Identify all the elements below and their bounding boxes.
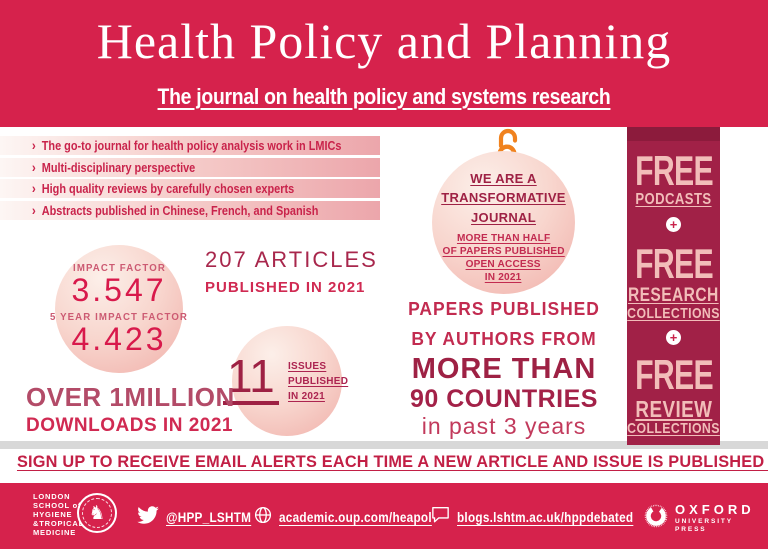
blog-item: blogs.lshtm.ac.uk/hppdebated xyxy=(431,506,660,528)
divider-gray-bar xyxy=(0,441,768,449)
unicorn-icon: ♞ xyxy=(88,502,106,524)
oup-logo: OXFORD UNIVERSITY PRESS xyxy=(644,503,768,534)
free-podcasts-label: PODCASTS xyxy=(635,190,712,208)
website-link[interactable]: academic.oup.com/heapol xyxy=(279,510,432,525)
plus-icon: + xyxy=(666,216,681,232)
lshtm-wordmark-line: &TROPICAL xyxy=(33,519,84,528)
transformative-journal-circle: WE ARE A TRANSFORMATIVE JOURNAL MORE THA… xyxy=(432,151,575,294)
twitter-handle-link[interactable]: @HPP_LSHTM xyxy=(166,510,252,525)
website-item: academic.oup.com/heapol xyxy=(254,506,455,529)
lshtm-emblem: ♞ xyxy=(77,493,117,533)
oup-wordmark-line: UNIVERSITY PRESS xyxy=(675,518,733,533)
oup-wordmark-line: OXFORD xyxy=(675,502,755,517)
issues-caption-line: IN 2021 xyxy=(287,389,325,402)
countries-line: PAPERS PUBLISHED xyxy=(408,299,600,319)
twitter-icon xyxy=(137,506,159,529)
issues-circle: 11 ISSUES PUBLISHED IN 2021 xyxy=(222,326,348,436)
issues-caption: ISSUES PUBLISHED IN 2021 xyxy=(288,359,351,404)
issues-count: 11 xyxy=(222,353,279,405)
free-label: FREE xyxy=(634,239,713,287)
journal-subtitle: The journal on health policy and systems… xyxy=(157,84,611,109)
impact-factor-value: 3.547 xyxy=(71,271,167,308)
oup-wordmark: OXFORD UNIVERSITY PRESS xyxy=(675,503,768,534)
header-banner: Health Policy and Planning The journal o… xyxy=(0,0,768,127)
chevron-right-icon: › xyxy=(31,159,36,175)
bullet-bar-abstracts: › Abstracts published in Chinese, French,… xyxy=(0,201,380,220)
free-label: FREE xyxy=(634,147,713,194)
downloads-count: OVER 1MILLION xyxy=(26,382,235,412)
articles-caption: PUBLISHED IN 2021 xyxy=(205,279,366,296)
bullet-bar-multidisciplinary: › Multi-disciplinary perspective xyxy=(0,158,380,177)
free-content-strip: FREE PODCASTS + FREE RESEARCH COLLECTION… xyxy=(627,127,720,445)
downloads-caption: DOWNLOADS IN 2021 xyxy=(26,415,233,436)
countries-emphasis: MORE THAN xyxy=(411,353,597,385)
countries-count: 90 COUNTRIES xyxy=(410,385,598,413)
oup-swirl-icon xyxy=(644,504,668,533)
chevron-right-icon: › xyxy=(31,202,36,218)
five-year-impact-label: 5 YEAR IMPACT FACTOR xyxy=(50,310,189,323)
free-label: FREE xyxy=(634,350,713,398)
free-review-label: REVIEW xyxy=(635,395,712,422)
issues-caption-line: ISSUES xyxy=(287,359,327,372)
signup-banner: SIGN UP TO RECEIVE EMAIL ALERTS EACH TIM… xyxy=(0,452,768,472)
bullet-text: Multi-disciplinary perspective xyxy=(41,160,196,175)
chevron-right-icon: › xyxy=(31,137,36,153)
transformative-line: WE ARE A xyxy=(470,170,537,186)
globe-icon xyxy=(254,506,272,529)
five-year-impact-value: 4.423 xyxy=(71,320,167,357)
bullet-bar-reviews: › High quality reviews by carefully chose… xyxy=(0,179,380,198)
impact-factor-circle: IMPACT FACTOR 3.547 5 YEAR IMPACT FACTOR… xyxy=(50,245,187,373)
open-access-share-line: MORE THAN HALF xyxy=(456,232,551,245)
bullet-text: Abstracts published in Chinese, French, … xyxy=(41,203,319,218)
free-collections-label: COLLECTIONS xyxy=(627,419,720,437)
footer-banner: LONDON SCHOOL of HYGIENE &TROPICAL MEDIC… xyxy=(0,483,768,549)
chevron-right-icon: › xyxy=(31,180,36,196)
countries-stat: PAPERS PUBLISHED BY AUTHORS FROM MORE TH… xyxy=(383,294,625,440)
open-access-share-line: OPEN ACCESS xyxy=(465,258,542,271)
lshtm-wordmark-line: SCHOOL of xyxy=(33,501,82,510)
bullet-text: High quality reviews by carefully chosen… xyxy=(41,181,295,196)
lshtm-wordmark: LONDON SCHOOL of HYGIENE &TROPICAL MEDIC… xyxy=(33,492,84,537)
twitter-item: @HPP_LSHTM xyxy=(137,506,264,529)
lshtm-wordmark-line: LONDON xyxy=(33,492,71,501)
impact-factor-label: IMPACT FACTOR xyxy=(72,261,166,274)
blog-link[interactable]: blogs.lshtm.ac.uk/hppdebated xyxy=(457,509,634,525)
articles-count: 207 ARTICLES xyxy=(205,247,378,272)
free-research-label: RESEARCH xyxy=(628,284,719,306)
plus-icon: + xyxy=(666,329,681,345)
countries-line: BY AUTHORS FROM xyxy=(411,329,597,349)
lshtm-wordmark-line: HYGIENE xyxy=(33,510,73,519)
transformative-line: JOURNAL xyxy=(471,209,536,225)
issues-caption-line: PUBLISHED xyxy=(287,374,348,387)
speech-bubble-icon xyxy=(431,506,450,528)
downloads-stat: OVER 1MILLION DOWNLOADS IN 2021 xyxy=(26,383,235,438)
open-access-share-line: IN 2021 xyxy=(485,271,522,284)
lshtm-wordmark-line: MEDICINE xyxy=(33,528,77,537)
open-access-share-line: OF PAPERS PUBLISHED xyxy=(442,245,565,258)
signup-link[interactable]: SIGN UP TO RECEIVE EMAIL ALERTS EACH TIM… xyxy=(16,452,768,471)
articles-stat: 207 ARTICLES PUBLISHED IN 2021 xyxy=(205,247,378,298)
free-collections-label: COLLECTIONS xyxy=(627,304,720,322)
transformative-line: TRANSFORMATIVE xyxy=(441,190,566,206)
countries-period: in past 3 years xyxy=(421,413,587,439)
journal-title: Health Policy and Planning xyxy=(96,13,672,69)
bullet-text: The go-to journal for health policy anal… xyxy=(41,138,342,153)
bullet-bar-lmics: › The go-to journal for health policy ana… xyxy=(0,136,380,155)
